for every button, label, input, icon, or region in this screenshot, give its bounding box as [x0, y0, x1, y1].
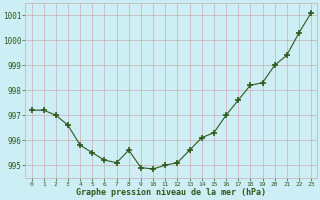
X-axis label: Graphe pression niveau de la mer (hPa): Graphe pression niveau de la mer (hPa)	[76, 188, 266, 197]
